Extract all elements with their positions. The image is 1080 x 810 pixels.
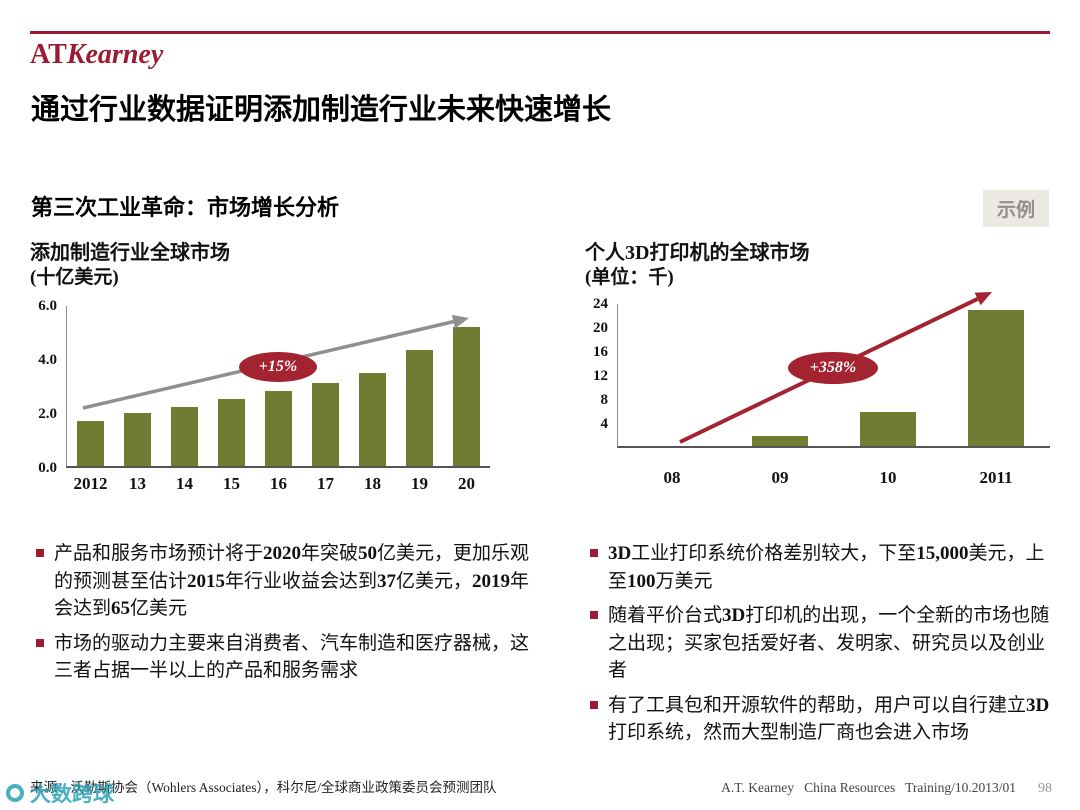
x-tick-label: 16 (270, 474, 287, 493)
y-tick-label: 20 (593, 320, 608, 336)
x-tick-label: 18 (364, 474, 381, 493)
x-axis: 2012 13 14 15 16 17 18 19 20 (67, 474, 490, 494)
bar-09 (752, 435, 808, 446)
watermark-text: 大数跨球 (30, 783, 114, 806)
x-tick-label: 2012 (73, 474, 108, 493)
bar-slot (161, 306, 208, 466)
x-axis: 08 09 10 2011 (618, 468, 1050, 488)
bar-slot (618, 304, 726, 446)
bullet-item: 3D工业打印系统价格差别较大，下至15,000美元，上至100万美元 (588, 540, 1056, 595)
right-bullet-list: 3D工业打印系统价格差别较大，下至15,000美元，上至100万美元随着平价台式… (588, 540, 1056, 754)
x-tick-label: 10 (879, 468, 897, 487)
bar-slot (443, 306, 490, 466)
growth-rate-badge: +358% (788, 352, 878, 384)
footer-credit: A.T. Kearney China Resources Training/10… (721, 780, 1016, 795)
bar-10 (860, 411, 916, 446)
y-axis: 6.0 4.0 2.0 0.0 (30, 298, 66, 476)
bar-slot (255, 306, 302, 466)
watermark-globe-icon (6, 784, 24, 802)
x-tick-label: 20 (458, 474, 475, 493)
bar-16 (265, 391, 292, 466)
bars-container (67, 306, 490, 466)
y-tick-label: 24 (593, 296, 608, 312)
page-title: 通过行业数据证明添加制造行业未来快速增长 (31, 94, 612, 126)
section-title: 第三次工业革命：市场增长分析 (31, 195, 340, 220)
chart-unit: (单位：千) (585, 267, 674, 288)
y-axis: 24 20 16 12 8 4 (585, 296, 617, 448)
bar-18 (359, 372, 386, 466)
page-number: 98 (1038, 781, 1052, 796)
bar-17 (312, 383, 339, 466)
chart-personal-3d-printer-market: 个人3D打印机的全球市场 (单位：千) 24 20 16 12 8 4 +358% 08 0… (585, 240, 1050, 488)
logo-text-kearney: Kearney (66, 39, 164, 70)
x-tick-label: 2011 (979, 468, 1013, 487)
logo-text-at: AT (30, 39, 67, 70)
watermark: 大数跨球 (6, 778, 114, 808)
x-tick-label: 13 (129, 474, 146, 493)
y-tick-label: 16 (593, 344, 608, 360)
y-tick-label: 12 (593, 368, 608, 384)
bar-2011 (968, 309, 1024, 446)
y-tick-label: 4 (600, 416, 609, 432)
y-tick-label: 8 (600, 392, 609, 408)
y-tick-label: 6.0 (38, 298, 57, 314)
bar-slot (208, 306, 255, 466)
chart-unit: (十亿美元) (30, 267, 119, 288)
y-tick-label: 0.0 (38, 460, 57, 476)
bar-slot (67, 306, 114, 466)
x-tick-label: 08 (663, 468, 681, 487)
chart-additive-manufacturing-market: 添加制造行业全球市场 (十亿美元) 6.0 4.0 2.0 0.0 +15% 2012… (30, 240, 490, 494)
bar-slot (349, 306, 396, 466)
source-note: 来源：沃勒斯协会（Wohlers Associates），科尔尼/全球商业政策委… (30, 780, 497, 795)
x-tick-label: 17 (317, 474, 334, 493)
plot-row: 6.0 4.0 2.0 0.0 +15% (30, 298, 490, 476)
bar-slot (302, 306, 349, 466)
bullet-item: 产品和服务市场预计将于2020年突破50亿美元，更加乐观的预测甚至估计2015年… (34, 540, 534, 623)
bar-20 (453, 327, 480, 466)
bar-slot (114, 306, 161, 466)
x-tick-label: 19 (411, 474, 428, 493)
growth-rate-badge: +15% (239, 352, 317, 382)
example-badge: 示例 (982, 190, 1049, 227)
bar-slot (942, 304, 1050, 446)
top-divider (30, 31, 1050, 34)
chart-title: 个人3D打印机的全球市场 (585, 242, 810, 264)
plot-area: +15% (66, 306, 490, 468)
plot-row: 24 20 16 12 8 4 +358% (585, 292, 1050, 448)
bar-15 (218, 399, 245, 466)
left-bullet-list: 产品和服务市场预计将于2020年突破50亿美元，更加乐观的预测甚至估计2015年… (34, 540, 534, 692)
chart-title: 添加制造行业全球市场 (30, 242, 230, 264)
bullet-item: 市场的驱动力主要来自消费者、汽车制造和医疗器械，这三者占据一半以上的产品和服务需… (34, 630, 534, 685)
plot-area: +358% (617, 292, 1050, 448)
bar-2012 (77, 420, 104, 466)
bar-13 (124, 412, 151, 466)
bullet-item: 有了工具包和开源软件的帮助，用户可以自行建立3D打印系统，然而大型制造厂商也会进… (588, 692, 1056, 747)
bar-19 (406, 350, 433, 466)
atkearney-logo: ATKearney (30, 40, 163, 70)
bar-14 (171, 407, 198, 466)
bar-slot (396, 306, 443, 466)
x-tick-label: 15 (223, 474, 240, 493)
y-tick-label: 2.0 (38, 406, 57, 422)
x-tick-label: 09 (771, 468, 789, 487)
bullet-item: 随着平价台式3D打印机的出现，一个全新的市场也随之出现；买家包括爱好者、发明家、… (588, 602, 1056, 685)
x-tick-label: 14 (176, 474, 193, 493)
y-tick-label: 4.0 (38, 352, 57, 368)
